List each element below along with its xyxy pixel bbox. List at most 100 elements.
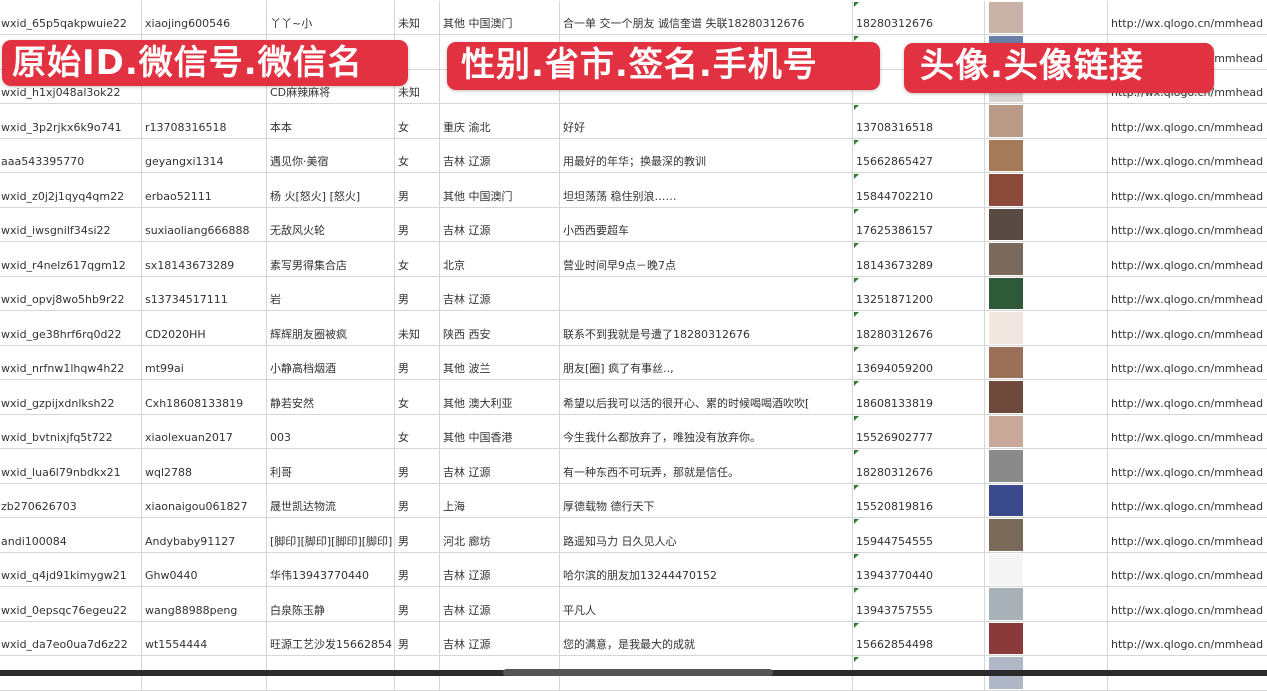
region-cell[interactable]: 其他 中国澳门 [440, 0, 560, 34]
avatar-link-cell[interactable]: http://wx.qlogo.cn/mmhead [1108, 277, 1267, 311]
avatar-cell[interactable] [985, 242, 1108, 276]
avatar-cell[interactable] [985, 587, 1108, 621]
signature-cell[interactable] [560, 276, 853, 310]
signature-cell[interactable]: 坦坦荡荡 稳住别浪…… [560, 173, 853, 207]
avatar-link-cell[interactable]: http://wx.qlogo.cn/mmhead [1108, 553, 1267, 587]
signature-cell[interactable]: 今生我什么都放弃了，唯独没有放弃你。 [560, 414, 853, 448]
avatar-cell[interactable] [985, 104, 1108, 138]
wechat-name-cell[interactable]: 岩 [267, 276, 395, 310]
gender-cell[interactable]: 未知 [395, 0, 440, 34]
wechat-id-cell[interactable]: xiaojing600546 [142, 0, 267, 34]
avatar-cell[interactable] [985, 621, 1108, 655]
region-cell[interactable]: 北京 [440, 242, 560, 276]
original-id-cell[interactable]: wxid_nrfnw1lhqw4h22 [0, 345, 142, 379]
signature-cell[interactable]: 联系不到我就是号遭了18280312676 [560, 311, 853, 345]
gender-cell[interactable]: 女 [395, 104, 440, 138]
phone-cell[interactable]: 18280312676 [853, 449, 985, 483]
avatar-link-cell[interactable]: http://wx.qlogo.cn/mmhead [1108, 587, 1267, 621]
wechat-id-cell[interactable]: Cxh18608133819 [142, 380, 267, 414]
wechat-id-cell[interactable]: r13708316518 [142, 104, 267, 138]
gender-cell[interactable]: 男 [395, 345, 440, 379]
signature-cell[interactable]: 好好 [560, 104, 853, 138]
phone-cell[interactable]: 18608133819 [853, 380, 985, 414]
signature-cell[interactable]: 小西西要超车 [560, 207, 853, 241]
region-cell[interactable]: 吉林 辽源 [440, 207, 560, 241]
gender-cell[interactable]: 女 [395, 138, 440, 172]
gender-cell[interactable]: 男 [395, 207, 440, 241]
avatar-link-cell[interactable]: http://wx.qlogo.cn/mmhead [1108, 173, 1267, 207]
region-cell[interactable]: 其他 澳大利亚 [440, 380, 560, 414]
gender-cell[interactable]: 男 [395, 449, 440, 483]
original-id-cell[interactable]: aaa543395770 [0, 138, 142, 172]
avatar-link-cell[interactable]: http://wx.qlogo.cn/mmhead [1108, 380, 1267, 414]
region-cell[interactable]: 河北 廊坊 [440, 518, 560, 552]
phone-cell[interactable]: 15526902777 [853, 414, 985, 448]
region-cell[interactable]: 上海 [440, 483, 560, 517]
gender-cell[interactable]: 男 [395, 587, 440, 621]
avatar-cell[interactable] [985, 414, 1108, 448]
avatar-cell[interactable] [985, 380, 1108, 414]
avatar-cell[interactable] [985, 138, 1108, 172]
wechat-name-cell[interactable]: 辉辉朋友圈被疯 [267, 311, 395, 345]
avatar-cell[interactable] [985, 518, 1108, 552]
wechat-id-cell[interactable]: CD2020HH [142, 311, 267, 345]
phone-cell[interactable]: 18143673289 [853, 242, 985, 276]
avatar-link-cell[interactable]: http://wx.qlogo.cn/mmhead [1108, 415, 1267, 449]
wechat-id-cell[interactable]: wang88988peng [142, 587, 267, 621]
wechat-id-cell[interactable]: xiaolexuan2017 [142, 414, 267, 448]
avatar-cell[interactable] [985, 483, 1108, 517]
signature-cell[interactable]: 您的满意，是我最大的成就 [560, 621, 853, 655]
signature-cell[interactable]: 营业时间早9点－晚7点 [560, 242, 853, 276]
original-id-cell[interactable]: wxid_0epsqc76egeu22 [0, 587, 142, 621]
phone-cell[interactable]: 13943757555 [853, 587, 985, 621]
wechat-name-cell[interactable]: 杨 火[怒火] [怒火] [267, 173, 395, 207]
wechat-name-cell[interactable]: 003 [267, 414, 395, 448]
wechat-name-cell[interactable]: 静若安然 [267, 380, 395, 414]
original-id-cell[interactable]: wxid_bvtnixjfq5t722 [0, 414, 142, 448]
gender-cell[interactable]: 男 [395, 276, 440, 310]
wechat-id-cell[interactable]: wql2788 [142, 449, 267, 483]
wechat-id-cell[interactable]: erbao52111 [142, 173, 267, 207]
phone-cell[interactable]: 15944754555 [853, 518, 985, 552]
original-id-cell[interactable]: wxid_da7eo0ua7d6z22 [0, 621, 142, 655]
gender-cell[interactable]: 男 [395, 173, 440, 207]
original-id-cell[interactable]: wxid_gzpijxdnlksh22 [0, 380, 142, 414]
signature-cell[interactable]: 哈尔滨的朋友加13244470152 [560, 552, 853, 586]
avatar-cell[interactable] [985, 276, 1108, 310]
gender-cell[interactable]: 女 [395, 242, 440, 276]
gender-cell[interactable]: 男 [395, 518, 440, 552]
original-id-cell[interactable]: wxid_65p5qakpwuie22 [0, 0, 142, 34]
wechat-name-cell[interactable]: CD麻辣麻将 [267, 69, 395, 103]
gender-cell[interactable]: 未知 [395, 69, 440, 103]
avatar-link-cell[interactable]: http://wx.qlogo.cn/mmhead [1108, 484, 1267, 518]
gender-cell[interactable]: 女 [395, 414, 440, 448]
phone-cell[interactable]: 15662854498 [853, 621, 985, 655]
region-cell[interactable]: 其他 中国香港 [440, 414, 560, 448]
original-id-cell[interactable]: wxid_opvj8wo5hb9r22 [0, 276, 142, 310]
original-id-cell[interactable]: wxid_r4nelz617qgm12 [0, 242, 142, 276]
wechat-name-cell[interactable]: 晟世凯达物流 [267, 483, 395, 517]
region-cell[interactable]: 吉林 辽源 [440, 449, 560, 483]
signature-cell[interactable]: 朋友[圈] 疯了有事丝.., [560, 345, 853, 379]
original-id-cell[interactable]: wxid_3p2rjkx6k9o741 [0, 104, 142, 138]
wechat-id-cell[interactable] [142, 69, 267, 103]
phone-cell[interactable]: 15662865427 [853, 138, 985, 172]
phone-cell[interactable]: 13943770440 [853, 552, 985, 586]
wechat-id-cell[interactable]: sx18143673289 [142, 242, 267, 276]
avatar-link-cell[interactable]: http://wx.qlogo.cn/mmhead [1108, 139, 1267, 173]
avatar-cell[interactable] [985, 207, 1108, 241]
avatar-link-cell[interactable]: http://wx.qlogo.cn/mmhead [1108, 242, 1267, 276]
region-cell[interactable]: 其他 中国澳门 [440, 173, 560, 207]
avatar-link-cell[interactable]: http://wx.qlogo.cn/mmhead [1108, 622, 1267, 656]
wechat-name-cell[interactable]: 小静高档烟酒 [267, 345, 395, 379]
signature-cell[interactable]: 平凡人 [560, 587, 853, 621]
original-id-cell[interactable]: zb270626703 [0, 483, 142, 517]
phone-cell[interactable]: 13708316518 [853, 104, 985, 138]
signature-cell[interactable]: 厚德载物 德行天下 [560, 483, 853, 517]
original-id-cell[interactable]: wxid_q4jd91kimygw21 [0, 552, 142, 586]
original-id-cell[interactable]: wxid_ge38hrf6rq0d22 [0, 311, 142, 345]
wechat-id-cell[interactable]: s13734517111 [142, 276, 267, 310]
wechat-id-cell[interactable]: suxiaoliang666888 [142, 207, 267, 241]
avatar-link-cell[interactable]: http://wx.qlogo.cn/mmhead [1108, 208, 1267, 242]
avatar-link-cell[interactable]: http://wx.qlogo.cn/mmhead [1108, 518, 1267, 552]
